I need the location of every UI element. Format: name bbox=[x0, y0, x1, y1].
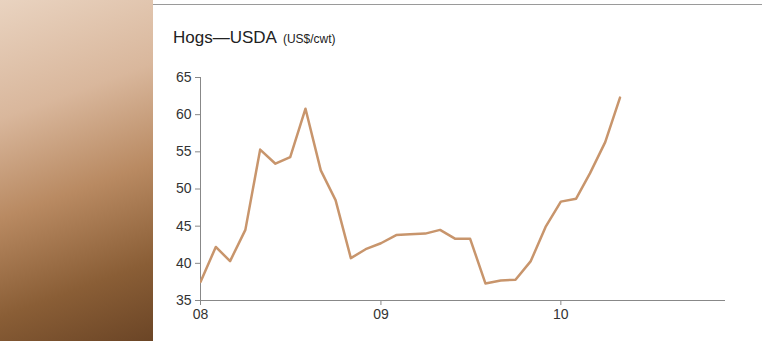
svg-text:65: 65 bbox=[176, 69, 192, 85]
svg-text:35: 35 bbox=[176, 292, 192, 308]
svg-text:10: 10 bbox=[553, 306, 569, 322]
svg-text:08: 08 bbox=[193, 306, 209, 322]
html-text:Hogs—USDA (US$/cwt): Hogs—USDA (US$/cwt) bbox=[173, 28, 336, 47]
svg-text:50: 50 bbox=[176, 180, 192, 196]
svg-text:09: 09 bbox=[373, 306, 389, 322]
svg-text:45: 45 bbox=[176, 218, 192, 234]
svg-text:40: 40 bbox=[176, 255, 192, 271]
svg-text:60: 60 bbox=[176, 106, 192, 122]
svg-text:55: 55 bbox=[176, 143, 192, 159]
